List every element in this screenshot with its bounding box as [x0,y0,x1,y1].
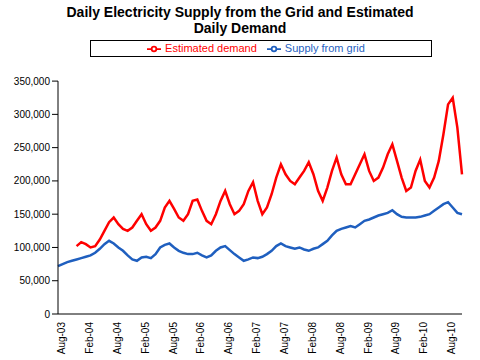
svg-text:Feb-08: Feb-08 [307,322,318,354]
svg-text:200,000: 200,000 [14,175,51,186]
svg-text:Aug-06: Aug-06 [223,322,234,355]
svg-text:Feb-09: Feb-09 [363,322,374,354]
svg-text:100,000: 100,000 [14,242,51,253]
svg-text:Feb-10: Feb-10 [418,322,429,354]
svg-text:Aug-09: Aug-09 [390,322,401,355]
html-text:Daily Electricity Supply from: Daily Electricity Supply from the Grid a… [66,4,414,36]
svg-text:Feb-07: Feb-07 [251,322,262,354]
svg-text:Aug-05: Aug-05 [168,322,179,355]
html-text:Estimated demand: Estimated demand [165,42,257,54]
svg-text:Feb-05: Feb-05 [140,322,151,354]
svg-text:50,000: 50,000 [19,275,50,286]
svg-text:300,000: 300,000 [14,109,51,120]
svg-text:Aug-08: Aug-08 [335,322,346,355]
svg-text:250,000: 250,000 [14,142,51,153]
svg-text:Aug-04: Aug-04 [112,322,123,355]
svg-text:150,000: 150,000 [14,209,51,220]
html-text:Supply from grid: Supply from grid [284,42,365,54]
svg-text:Aug-03: Aug-03 [56,322,67,355]
svg-text:Feb-06: Feb-06 [195,322,206,354]
svg-text:Aug-07: Aug-07 [279,322,290,355]
svg-text:Aug-10: Aug-10 [446,322,457,355]
svg-text:Feb-04: Feb-04 [84,322,95,354]
svg-text:0: 0 [44,309,50,320]
svg-text:350,000: 350,000 [14,76,51,87]
